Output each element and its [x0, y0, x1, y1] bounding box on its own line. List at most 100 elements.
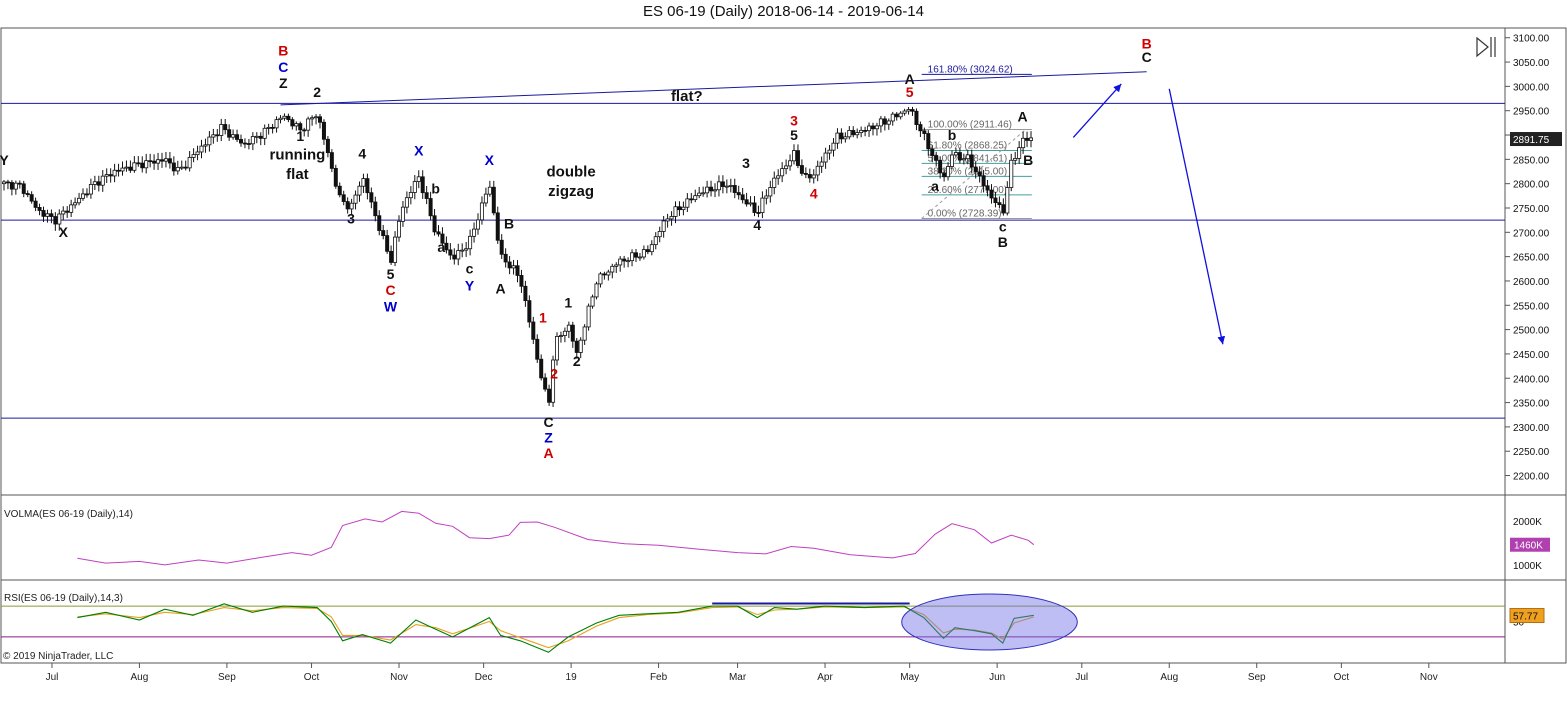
- time-tick-label: Nov: [390, 672, 408, 683]
- wave-label: c: [466, 261, 474, 277]
- wave-label: X: [485, 152, 495, 168]
- candle-body: [231, 134, 236, 138]
- candle-body: [598, 273, 603, 285]
- rsi-last-tag: [1509, 608, 1545, 624]
- candle-body: [468, 235, 473, 250]
- candle-body: [1009, 159, 1014, 188]
- candle-body: [918, 124, 923, 132]
- candle-body: [855, 132, 860, 136]
- candle-body: [993, 197, 998, 204]
- price-tick-label: 2750.00: [1513, 204, 1550, 215]
- rsi-series-line: [77, 603, 1034, 653]
- candle-body: [697, 192, 702, 197]
- candle-body: [21, 183, 26, 194]
- price-tick-label: 2650.00: [1513, 253, 1550, 264]
- wave-label: 3: [790, 112, 798, 128]
- candle-body: [795, 150, 800, 166]
- candle-body: [456, 250, 461, 260]
- price-tick-label: 2200.00: [1513, 472, 1550, 483]
- candle-body: [286, 115, 291, 121]
- wave-label: c: [999, 218, 1007, 234]
- candle-body: [460, 249, 465, 252]
- candle-body: [594, 283, 599, 298]
- rsi-series-line: [77, 606, 1034, 649]
- candle-body: [1025, 137, 1030, 141]
- candle-body: [92, 181, 97, 185]
- candle-body: [381, 230, 386, 236]
- candle-body: [61, 210, 66, 215]
- candle-body: [645, 249, 650, 253]
- candle-body: [622, 258, 627, 262]
- candle-body: [112, 169, 117, 177]
- candle-body: [37, 207, 42, 211]
- candle-body: [902, 110, 907, 114]
- wave-label: 1: [564, 295, 572, 311]
- candle-body: [5, 181, 10, 184]
- candle-body: [973, 166, 978, 173]
- candle-body: [843, 136, 848, 140]
- candle-body: [515, 265, 520, 276]
- candle-body: [9, 182, 14, 190]
- candle-body: [175, 167, 180, 172]
- candle-body: [547, 388, 552, 403]
- candle-body: [894, 113, 899, 118]
- candle-body: [740, 194, 745, 201]
- candle-body: [693, 195, 698, 201]
- candle-body: [784, 165, 789, 170]
- candle-body: [144, 160, 149, 169]
- chart-navigation-icon: [1476, 36, 1496, 58]
- candle-body: [977, 171, 982, 177]
- time-tick-label: Jul: [1075, 672, 1088, 683]
- candle-body: [183, 166, 188, 169]
- candle-body: [760, 197, 765, 214]
- candle-body: [724, 185, 729, 188]
- candle-body: [926, 133, 931, 150]
- candle-body: [171, 162, 176, 172]
- candle-body: [136, 162, 141, 165]
- candle-body: [764, 195, 769, 199]
- volma-last-tag: [1510, 537, 1550, 552]
- candle-body: [906, 109, 911, 112]
- candle-body: [713, 189, 718, 192]
- time-tick-label: Dec: [475, 672, 493, 683]
- candle-body: [709, 186, 714, 192]
- candle-body: [981, 175, 986, 187]
- candle-body: [570, 324, 575, 342]
- rsi-indicator-title: RSI(ES 06-19 (Daily),14,3): [4, 593, 123, 604]
- wave-label: Z: [279, 75, 288, 91]
- wave-label: B: [1142, 35, 1152, 51]
- candle-body: [483, 193, 488, 204]
- candle-body: [475, 219, 480, 230]
- candle-body: [440, 233, 445, 244]
- candle-body: [444, 242, 449, 251]
- candle-body: [807, 174, 812, 179]
- candle-body: [179, 166, 184, 169]
- volma-tick-label: 2000K: [1513, 517, 1542, 528]
- candle-body: [167, 158, 172, 164]
- candle-body: [531, 321, 536, 340]
- candle-body: [756, 212, 761, 214]
- time-tick-label: Jun: [989, 672, 1005, 683]
- wave-label: 2: [573, 353, 581, 369]
- candle-body: [77, 197, 82, 204]
- candle-body: [886, 120, 891, 125]
- candle-body: [13, 182, 18, 190]
- price-tick-label: 3100.00: [1513, 34, 1550, 45]
- wave-label: 4: [358, 145, 366, 161]
- candle-body: [57, 213, 62, 225]
- candle-body: [432, 215, 437, 233]
- candle-body: [673, 206, 678, 217]
- candle-body: [874, 125, 879, 130]
- candle-body: [882, 118, 887, 125]
- candle-body: [325, 138, 330, 154]
- projection-arrow: [1168, 88, 1226, 345]
- candle-body: [41, 210, 46, 217]
- candle-body: [562, 330, 567, 336]
- wave-label: W: [384, 299, 398, 315]
- candle-body: [914, 110, 919, 125]
- price-tick-label: 2700.00: [1513, 228, 1550, 239]
- candle-body: [159, 159, 164, 162]
- wave-label: 3: [742, 155, 750, 171]
- candle-body: [815, 165, 820, 176]
- candle-body: [487, 186, 492, 195]
